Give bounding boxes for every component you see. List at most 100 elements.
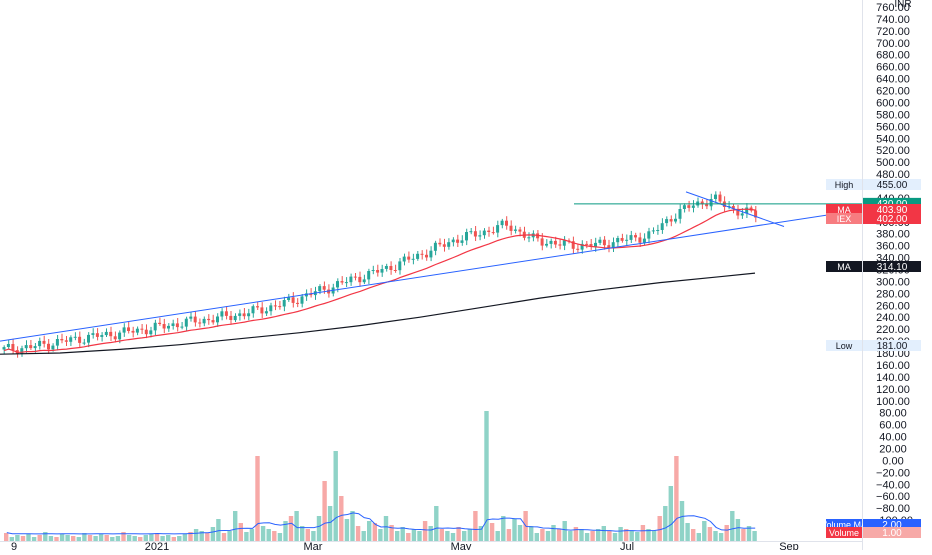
volume-bar bbox=[618, 527, 623, 541]
volume-bar bbox=[210, 527, 216, 541]
candle-body bbox=[629, 235, 633, 240]
candle-body bbox=[202, 318, 206, 324]
volume-bar bbox=[154, 533, 160, 541]
y-tick-label: 600.00 bbox=[876, 97, 910, 109]
high-marker-value-bg bbox=[863, 179, 921, 190]
candle-body bbox=[745, 207, 749, 214]
volume-bar bbox=[277, 533, 283, 541]
candle-body bbox=[113, 336, 117, 340]
candle-body bbox=[207, 318, 211, 321]
y-tick-label: −80.00 bbox=[876, 503, 910, 515]
volume-bar bbox=[110, 537, 115, 541]
volume-bar bbox=[255, 456, 260, 541]
volume-bar bbox=[624, 529, 629, 541]
y-tick-label: 180.00 bbox=[876, 348, 910, 360]
volume-bar bbox=[529, 526, 534, 541]
volume-bar bbox=[456, 527, 461, 541]
candle-body bbox=[589, 244, 593, 247]
candle-body bbox=[562, 240, 566, 246]
volume-bar bbox=[48, 536, 54, 541]
last-price-marker-value-bg bbox=[863, 197, 921, 209]
candle-body bbox=[20, 348, 24, 354]
volume-bar bbox=[562, 521, 567, 541]
volume-bar bbox=[601, 526, 606, 541]
volume-bar bbox=[651, 531, 657, 541]
volume-bar bbox=[534, 533, 539, 541]
candle-body bbox=[162, 324, 166, 329]
volume-bar bbox=[590, 531, 595, 541]
candle-body bbox=[714, 194, 717, 199]
candle-body bbox=[69, 337, 73, 342]
x-tick-label: 9 bbox=[11, 541, 17, 550]
volume-bar bbox=[344, 519, 350, 541]
volume-marker-label: Volume bbox=[829, 528, 859, 538]
volume-bar bbox=[478, 526, 484, 541]
volume-bar bbox=[551, 525, 556, 541]
candle-body bbox=[362, 279, 366, 283]
candle-body bbox=[594, 242, 597, 247]
candle-body bbox=[322, 286, 326, 290]
volume-bar bbox=[730, 511, 735, 541]
volume-bar bbox=[54, 537, 59, 541]
volume-bar bbox=[327, 506, 333, 541]
candle-body bbox=[158, 322, 162, 324]
candle-body bbox=[607, 245, 611, 249]
volume-bar bbox=[361, 531, 366, 541]
y-tick-label: 520.00 bbox=[876, 145, 910, 157]
volume-bar bbox=[752, 531, 757, 541]
iex-marker-value: 402.00 bbox=[877, 214, 908, 225]
volume-marker-value-bg bbox=[863, 527, 921, 538]
candle-body bbox=[478, 235, 482, 237]
high-marker: High 455.00 bbox=[826, 179, 921, 191]
volume-bar bbox=[305, 529, 310, 541]
volume-bar bbox=[696, 533, 701, 541]
volume-bar bbox=[316, 516, 322, 541]
candle-body bbox=[691, 205, 695, 208]
support-trendline[interactable] bbox=[0, 214, 831, 342]
y-tick-label: 660.00 bbox=[876, 62, 910, 74]
candle-body bbox=[33, 346, 37, 349]
candle-body bbox=[740, 213, 744, 216]
volume-bar bbox=[177, 536, 182, 541]
volume-bar bbox=[221, 533, 227, 541]
volume-bar bbox=[679, 501, 685, 541]
candle-body bbox=[118, 332, 122, 340]
volume-bar bbox=[422, 521, 428, 541]
y-tick-label: 260.00 bbox=[876, 300, 910, 312]
candle-body bbox=[256, 306, 259, 308]
volume-bar bbox=[512, 519, 517, 541]
candle-body bbox=[109, 331, 113, 337]
volume-bar bbox=[718, 533, 724, 541]
volume-bar bbox=[467, 529, 472, 541]
volume-bar bbox=[612, 533, 618, 541]
ma-long-marker-value: 314.10 bbox=[877, 262, 908, 273]
ma-long-line bbox=[0, 272, 756, 355]
y-tick-label: 640.00 bbox=[876, 74, 910, 86]
volume-bar bbox=[607, 531, 612, 541]
volume-bar bbox=[746, 526, 752, 541]
volume-bar bbox=[115, 536, 121, 541]
volume-bar bbox=[462, 531, 467, 541]
volume-bar bbox=[685, 523, 690, 541]
candle-body bbox=[682, 205, 686, 209]
y-tick-label: 80.00 bbox=[879, 408, 907, 420]
resistance-trendline[interactable] bbox=[685, 191, 785, 227]
volume-marker: Volume 1.00 bbox=[826, 527, 921, 539]
candle-body bbox=[411, 258, 415, 260]
candle-body bbox=[358, 276, 362, 283]
candle-body bbox=[571, 241, 575, 249]
volume-bar bbox=[640, 525, 646, 541]
candle-body bbox=[482, 230, 486, 236]
candle-body bbox=[47, 343, 50, 350]
ma-short-marker-label: MA bbox=[837, 205, 851, 215]
candle-body bbox=[727, 206, 731, 207]
y-tick-label: 240.00 bbox=[876, 312, 910, 324]
candle-body bbox=[11, 344, 15, 351]
candle-body bbox=[518, 229, 522, 232]
x-tick-label: Jul bbox=[620, 541, 634, 550]
volume-bar bbox=[383, 516, 389, 541]
volume-bar bbox=[93, 536, 98, 541]
candle-body bbox=[425, 254, 428, 258]
